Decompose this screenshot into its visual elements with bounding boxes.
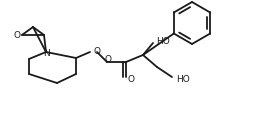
Text: N: N [44, 50, 50, 59]
Text: HO: HO [176, 75, 190, 83]
Text: O: O [128, 75, 134, 84]
Text: O: O [13, 31, 21, 41]
Text: HO: HO [156, 37, 170, 46]
Text: O: O [94, 47, 100, 57]
Text: O: O [104, 54, 112, 64]
